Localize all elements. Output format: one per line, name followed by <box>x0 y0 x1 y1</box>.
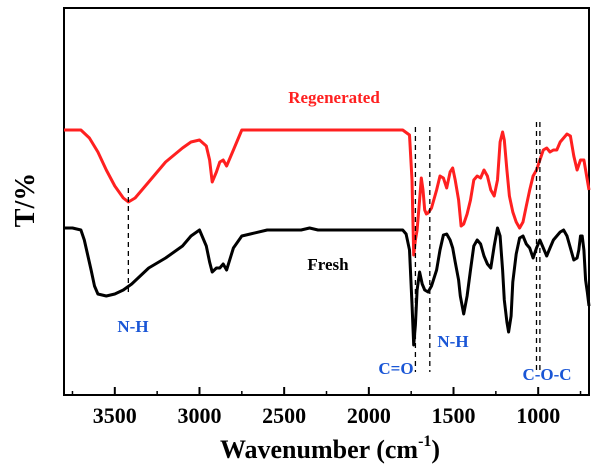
x-axis-title-main: Wavenumber (cm <box>220 435 418 464</box>
annotation-fresh: Fresh <box>307 255 349 274</box>
x-axis-ticks: 3500 3000 2500 2000 1500 1000 <box>71 387 582 428</box>
annotation-co: C=O <box>378 359 413 378</box>
series-line-regenerated <box>64 128 591 257</box>
x-tick-label: 1500 <box>432 403 476 428</box>
annotation-nh-left: N-H <box>117 317 148 336</box>
x-tick-label: 2000 <box>347 403 391 428</box>
x-tick-label: 3500 <box>93 403 137 428</box>
x-axis-title: Wavenumber (cm-1) <box>220 433 440 464</box>
x-tick-label: 1000 <box>516 403 560 428</box>
annotation-coc: C-O-C <box>522 365 571 384</box>
annotation-regenerated: Regenerated <box>288 88 380 107</box>
x-axis-title-sup: -1 <box>418 433 431 450</box>
y-axis-title: T/% <box>10 173 41 227</box>
annotation-nh-right: N-H <box>437 332 468 351</box>
series-layer <box>64 128 591 347</box>
x-tick-label: 2500 <box>262 403 306 428</box>
dashed-marker-lines <box>127 122 541 372</box>
series-line-fresh <box>64 226 591 347</box>
x-tick-label: 3000 <box>177 403 221 428</box>
x-axis-title-close: ) <box>431 435 440 464</box>
